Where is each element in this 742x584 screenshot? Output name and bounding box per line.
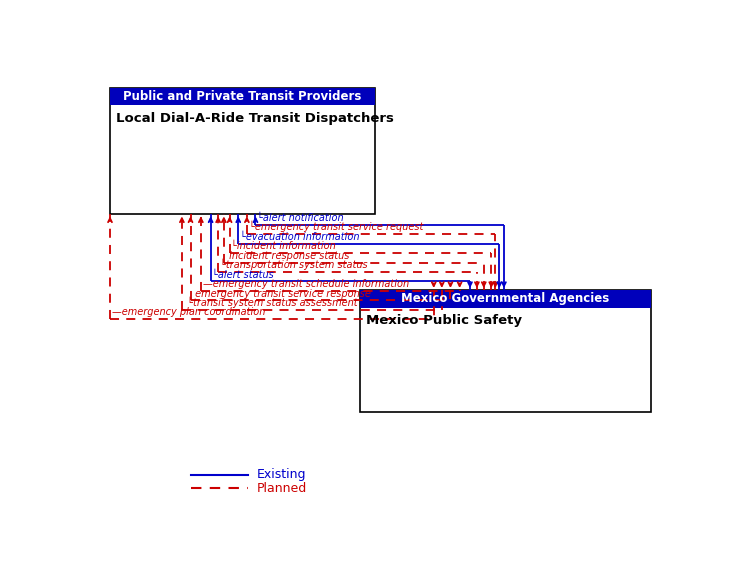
Text: Local Dial-A-Ride Transit Dispatchers: Local Dial-A-Ride Transit Dispatchers [116,112,393,125]
Text: └incident information: └incident information [232,241,336,251]
Bar [360,290,651,308]
Text: └evacuation information: └evacuation information [240,232,359,242]
Text: Public and Private Transit Providers: Public and Private Transit Providers [123,90,361,103]
Text: Existing: Existing [257,468,306,481]
Text: —emergency plan coordination: —emergency plan coordination [112,307,265,318]
Text: emergency transit service response: emergency transit service response [192,288,371,298]
Bar [110,88,375,214]
Text: └transportation system status: └transportation system status [220,259,367,270]
Text: —emergency transit schedule information: —emergency transit schedule information [203,279,409,289]
Text: └alert notification: └alert notification [257,213,344,223]
Text: └transit system status assessment: └transit system status assessment [183,297,357,308]
Bar [360,290,651,412]
Text: Mexico Governmental Agencies: Mexico Governmental Agencies [401,293,609,305]
Text: └alert status: └alert status [212,270,274,280]
Text: incident response status: incident response status [226,251,349,260]
Text: Mexico Public Safety: Mexico Public Safety [366,314,522,327]
Text: └emergency transit service request: └emergency transit service request [249,221,423,232]
Bar [110,88,375,105]
Text: Planned: Planned [257,482,307,495]
